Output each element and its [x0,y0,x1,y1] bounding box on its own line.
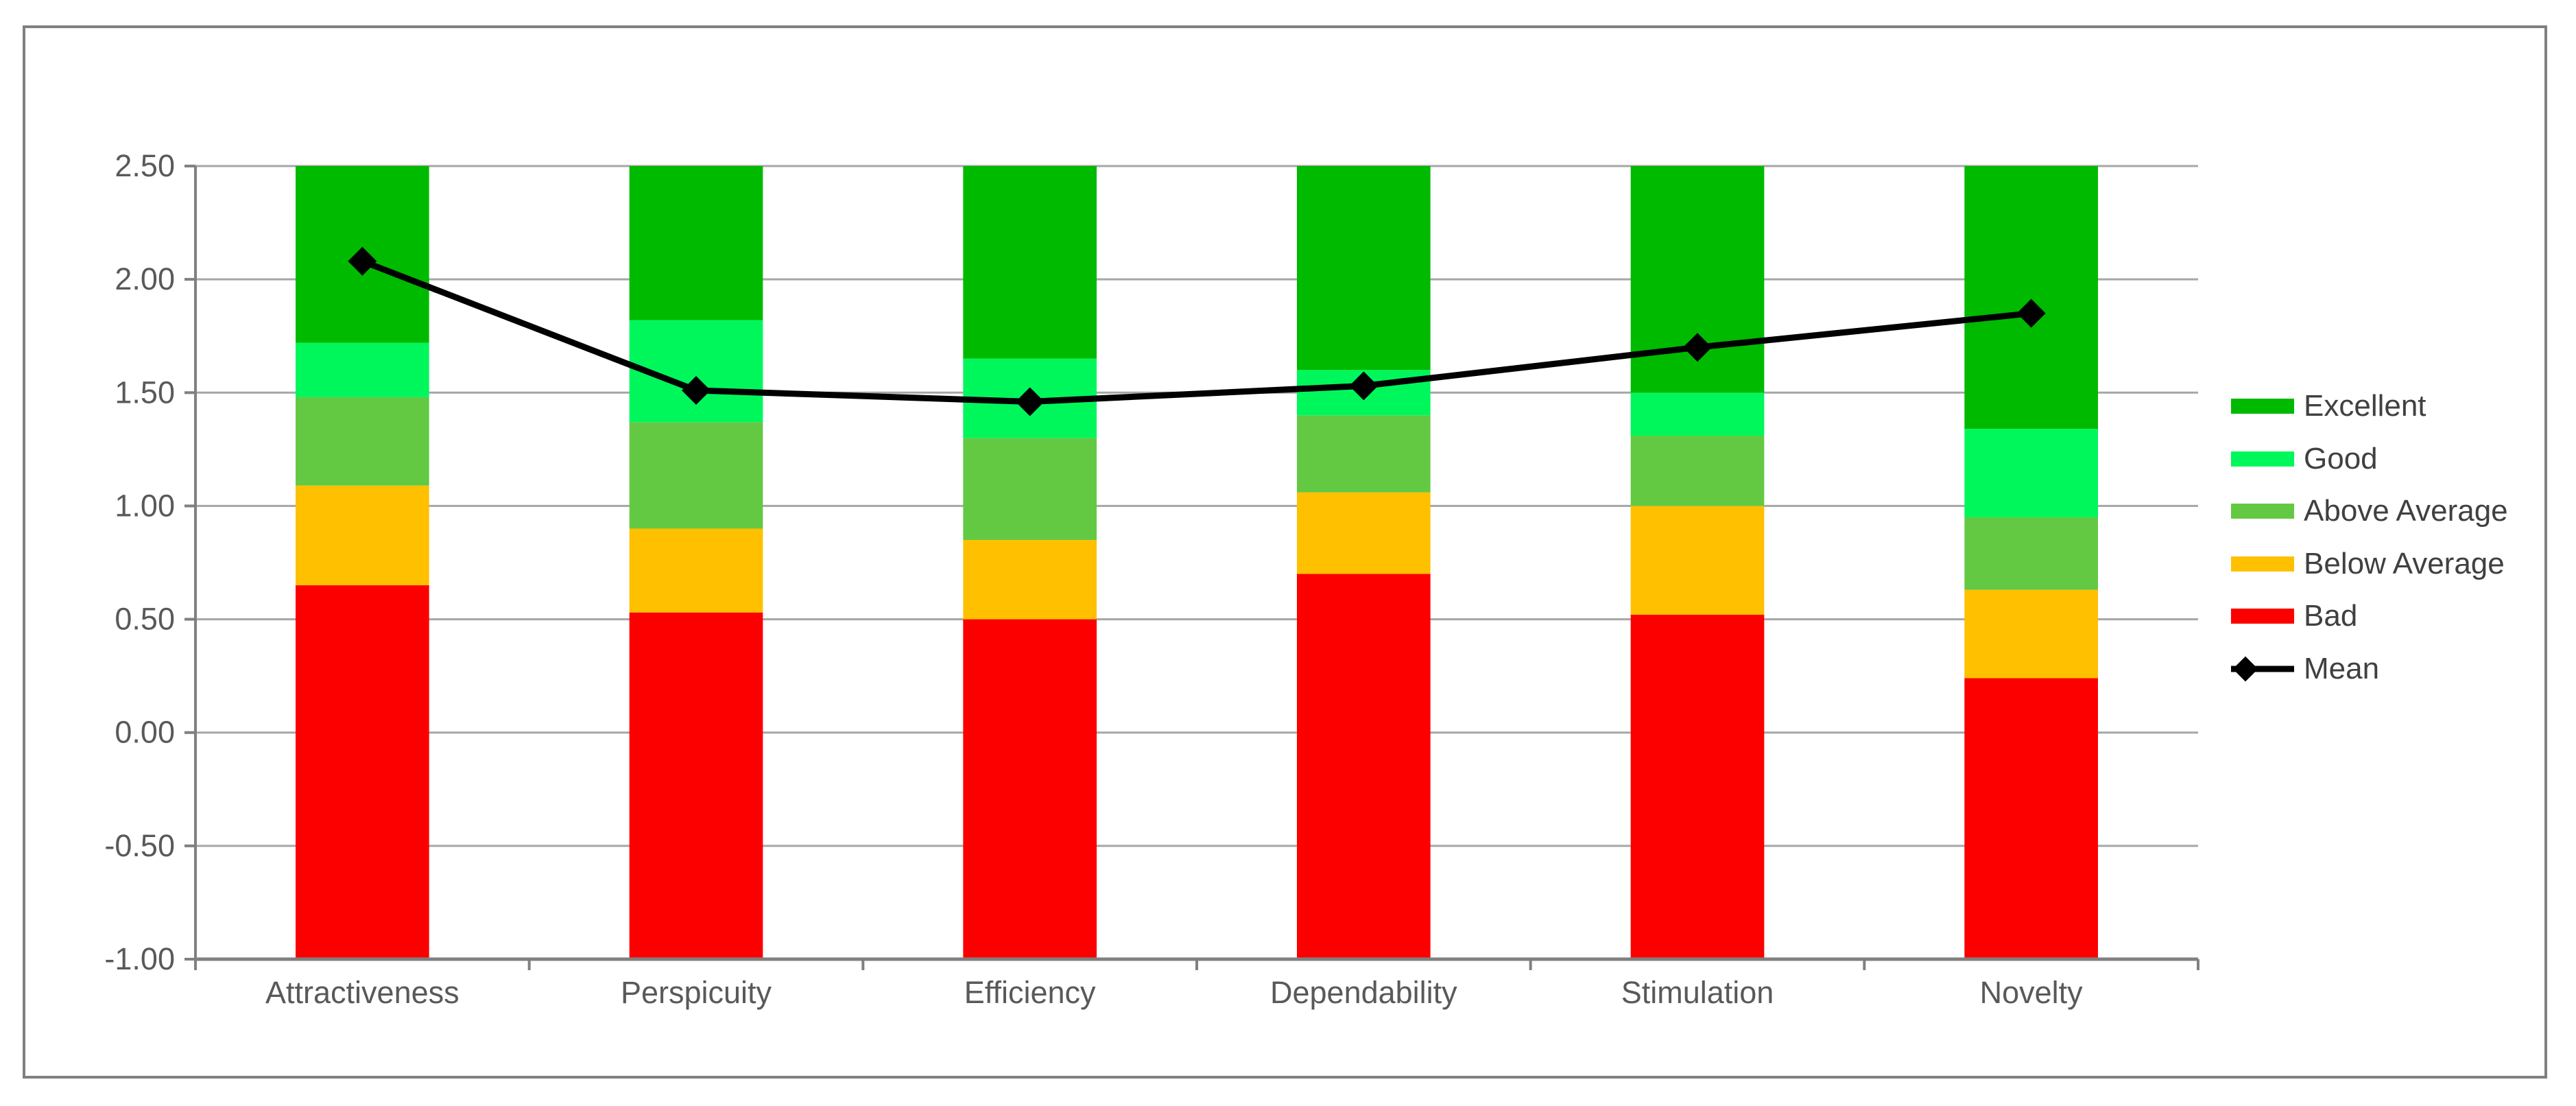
mean-line-diamond-icon [2231,656,2294,682]
legend-label-above-average: Above Average [2304,494,2508,528]
bar-segment-below-average-efficiency [963,539,1097,620]
mean-marker-stimulation [1683,333,1712,362]
bar-segment-excellent-perspicuity [629,166,763,320]
legend-item-excellent: Excellent [2231,380,2508,433]
bar-segment-below-average-perspicuity [629,528,763,613]
mean-marker-novelty [2016,298,2046,328]
y-tick-label: 1.00 [115,488,175,523]
legend-item-good: Good [2231,433,2508,486]
bar-segment-excellent-efficiency [963,166,1097,359]
bar-segment-good-novelty [1964,429,2098,517]
y-tick-label: 2.50 [115,148,175,183]
legend-item-bad: Bad [2231,590,2508,643]
bar-segment-below-average-novelty [1964,589,2098,679]
y-tick-label: -1.00 [104,941,175,976]
legend-label-below-average: Below Average [2304,546,2505,580]
legend-label-bad: Bad [2304,599,2358,633]
bar-segment-good-attractiveness [296,342,429,397]
x-category-label-efficiency: Efficiency [964,975,1096,1010]
bar-segment-bad-attractiveness [296,585,429,959]
legend-item-mean: Mean [2231,643,2508,696]
y-tick-label: 0.00 [115,715,175,750]
good-swatch-icon [2231,451,2294,467]
excellent-swatch-icon [2231,399,2294,414]
bar-segment-above-average-dependability [1297,415,1431,493]
y-tick-label: 2.00 [115,261,175,296]
mean-diamond-glyph [2232,656,2258,682]
y-tick-label: 0.50 [115,602,175,637]
x-category-label-novelty: Novelty [1980,975,2084,1010]
mean-marker-attractiveness [348,246,377,276]
bar-segment-above-average-attractiveness [296,397,429,486]
mean-marker-efficiency [1015,387,1045,416]
bar-segment-bad-dependability [1297,574,1431,959]
bar-segment-below-average-stimulation [1630,506,1765,615]
bar-segment-above-average-stimulation [1630,436,1765,506]
legend-label-good: Good [2304,441,2378,475]
y-tick-label: 1.50 [115,375,175,410]
above-average-swatch-icon [2231,504,2294,519]
legend-item-above-average: Above Average [2231,485,2508,538]
x-category-label-stimulation: Stimulation [1621,975,1774,1010]
legend-label-excellent: Excellent [2304,389,2426,423]
y-tick-label: -0.50 [104,828,175,863]
bar-segment-above-average-novelty [1964,517,2098,590]
below-average-swatch-icon [2231,556,2294,572]
chart-legend: Excellent Good Above Average Below Avera… [2231,380,2508,695]
bar-segment-bad-perspicuity [629,612,763,959]
bad-swatch-icon [2231,609,2294,624]
bar-segment-above-average-perspicuity [629,422,763,529]
bar-segment-below-average-dependability [1297,492,1431,574]
mean-marker-perspicuity [682,375,711,405]
bar-segment-below-average-attractiveness [296,485,429,586]
x-category-label-perspicuity: Perspicuity [621,975,772,1010]
bar-segment-excellent-dependability [1297,166,1431,370]
x-category-label-dependability: Dependability [1270,975,1457,1010]
bar-segment-above-average-efficiency [963,438,1097,540]
bar-segment-bad-novelty [1964,678,2098,959]
bar-segment-excellent-novelty [1964,166,2098,430]
mean-marker-dependability [1349,371,1379,401]
legend-label-mean: Mean [2304,651,2380,685]
mean-line [361,258,2032,405]
legend-item-below-average: Below Average [2231,538,2508,591]
bar-segment-good-stimulation [1630,392,1765,436]
mean-line-glyph [2231,666,2294,672]
bar-segment-bad-stimulation [1630,614,1765,959]
x-category-label-attractiveness: Attractiveness [265,975,460,1010]
outer-frame [23,25,2547,1079]
bar-segment-bad-efficiency [963,619,1097,959]
